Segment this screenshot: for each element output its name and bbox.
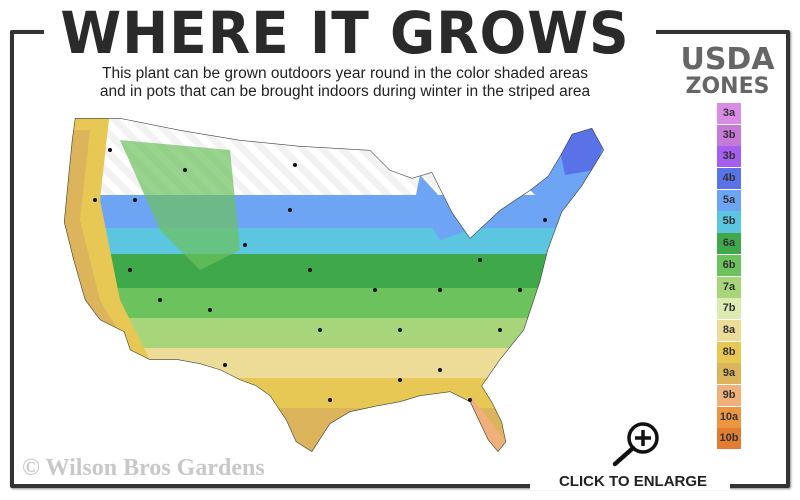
- legend-zone-3b: 3b: [717, 124, 741, 146]
- legend-title-zones: ZONES: [685, 74, 770, 99]
- legend-zone-10a: 10a: [717, 406, 741, 428]
- zoom-in-icon[interactable]: [605, 420, 665, 470]
- legend-zone-9a: 9a: [717, 363, 741, 385]
- legend-zone-5a: 5a: [717, 189, 741, 211]
- legend-zone-3b: 3b: [717, 146, 741, 168]
- legend-title-usda: USDA: [680, 42, 775, 77]
- legend-zone-3a: 3a: [717, 103, 741, 125]
- subtitle-line-2: and in pots that can be brought indoors …: [99, 83, 591, 100]
- legend-zone-4b: 4b: [717, 168, 741, 190]
- frame-gap-enlarge: [530, 470, 730, 490]
- zone-bands: [64, 118, 604, 452]
- legend-zone-8a: 8a: [717, 319, 741, 341]
- subtitle-line-1: This plant can be grown outdoors year ro…: [102, 65, 588, 82]
- watermark: © Wilson Bros Gardens: [22, 455, 265, 481]
- legend-zone-8b: 8b: [717, 341, 741, 363]
- zone-legend: 3a 3b 3b 4b 5a 5b 6a 6b 7a 7b 8a 8b 9a 9b 10a 10b: [717, 103, 741, 450]
- legend-zone-7b: 7b: [717, 298, 741, 320]
- legend-zone-10b: 10b: [717, 428, 741, 450]
- page-title: WHERE IT GROWS: [60, 0, 630, 67]
- click-to-enlarge-button[interactable]: CLICK TO ENLARGE: [558, 473, 708, 490]
- legend-zone-9b: 9b: [717, 384, 741, 407]
- legend-zone-5b: 5b: [717, 211, 741, 233]
- legend-zone-7a: 7a: [717, 276, 741, 298]
- legend-zone-6b: 6b: [717, 254, 741, 276]
- frame-gap-title: [44, 20, 656, 38]
- legend-zone-6a: 6a: [717, 233, 741, 255]
- state-capital-dots: [93, 148, 547, 402]
